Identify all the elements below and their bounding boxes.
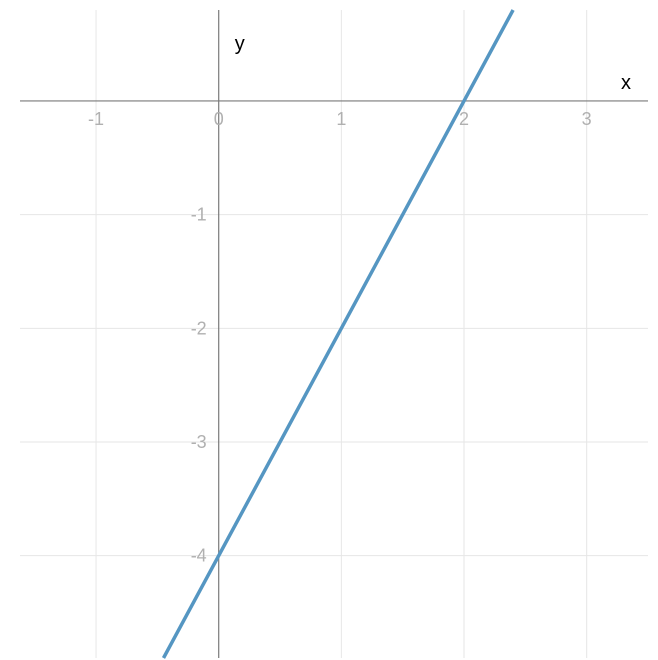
x-axis-label: x [621,72,631,94]
x-tick-label: 1 [336,109,346,129]
y-tick-label: -4 [191,546,207,566]
x-tick-label: 0 [214,109,224,129]
x-tick-label: 2 [459,109,469,129]
y-tick-label: -1 [191,205,207,225]
x-tick-label: -1 [88,109,104,129]
y-tick-label: -3 [191,432,207,452]
x-tick-label: 3 [582,109,592,129]
chart-svg: -1 0 1 2 3 -1 -2 -3 -4 y x [0,0,658,660]
y-axis-label: y [235,33,245,55]
y-tick-label: -2 [191,318,207,338]
line-chart: -1 0 1 2 3 -1 -2 -3 -4 y x [0,0,658,660]
